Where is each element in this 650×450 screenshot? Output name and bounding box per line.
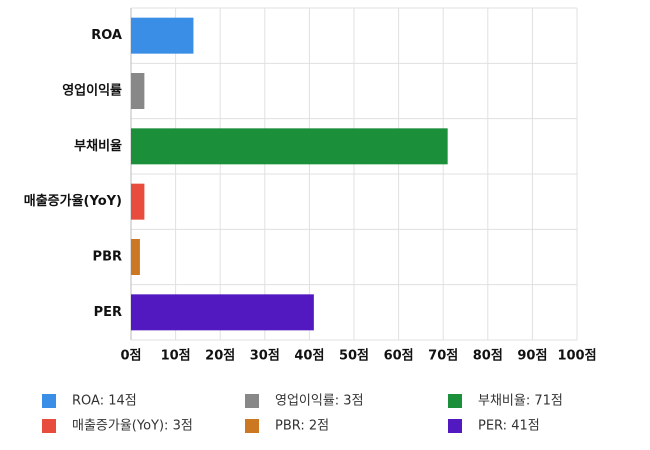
x-tick-label: 100점 [557,349,596,364]
bar [131,183,145,220]
bar [131,128,448,165]
x-tick-label: 50점 [339,349,369,364]
y-tick-label: 매출증가율(YoY) [24,193,122,209]
x-tick-label: 10점 [161,349,191,364]
x-tick-label: 90점 [517,349,547,364]
x-tick-label: 70점 [428,349,458,364]
legend-swatch [245,394,259,408]
legend-label: PER: 41점 [478,419,540,434]
y-tick-label: 영업이익률 [62,83,122,99]
bar [131,73,145,109]
legend-label: 영업이익률: 3점 [275,394,364,409]
legend-swatch [448,419,462,433]
bar [131,17,194,54]
legend-label: 매출증가율(YoY): 3점 [72,419,193,434]
y-tick-label: PBR [93,250,122,265]
legend-swatch [448,394,462,408]
legend-swatch [42,419,56,433]
legend-label: 부채비율: 71점 [478,394,563,409]
y-tick-label: ROA [91,28,122,43]
bar [131,239,140,275]
x-tick-label: 80점 [473,349,503,364]
x-tick-label: 60점 [384,349,414,364]
y-tick-label: PER [94,305,122,320]
legend-swatch [42,394,56,408]
legend-label: PBR: 2점 [275,419,329,434]
bar [131,294,314,331]
x-tick-label: 0점 [120,349,141,364]
legend-label: ROA: 14점 [72,394,137,409]
x-tick-label: 20점 [205,349,235,364]
y-tick-label: 부채비율 [74,138,122,154]
x-tick-label: 30점 [250,349,280,364]
legend-swatch [245,419,259,433]
x-tick-label: 40점 [294,349,324,364]
